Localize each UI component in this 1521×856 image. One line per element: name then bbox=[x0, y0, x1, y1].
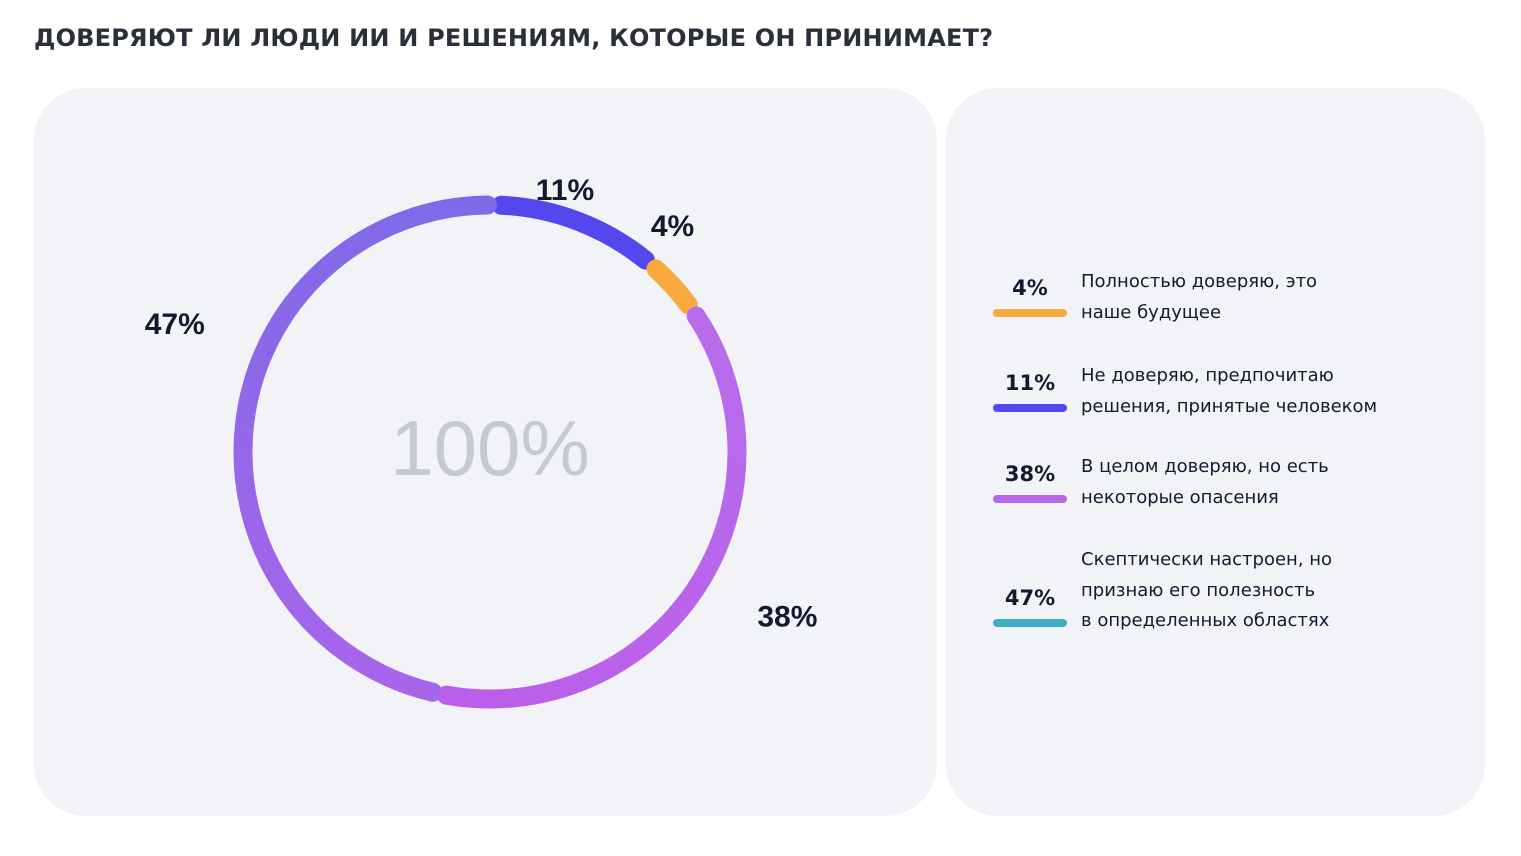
legend-swatch-orange bbox=[993, 309, 1067, 317]
donut-chart: 11% 4% 38% 47% 100% bbox=[145, 174, 818, 709]
legend-pct: 11% bbox=[1004, 371, 1056, 395]
donut-segment-47 bbox=[233, 195, 497, 702]
chart-card: 11% 4% 38% 47% 100% bbox=[34, 88, 937, 816]
legend-item-4: 4% Полностью доверяю, это наше будущее bbox=[993, 268, 1463, 330]
legend-swatch-blue bbox=[993, 404, 1067, 412]
segment-label-47: 47% bbox=[145, 308, 205, 341]
segment-label-38: 38% bbox=[757, 600, 817, 633]
segment-label-4: 4% bbox=[651, 210, 694, 243]
legend-card: 4% Полностью доверяю, это наше будущее 1… bbox=[946, 88, 1485, 816]
ring-segments bbox=[233, 195, 747, 709]
legend-label: Скептически настроен, но признаю его пол… bbox=[1081, 549, 1333, 631]
page-title: ДОВЕРЯЮТ ЛИ ЛЮДИ ИИ И РЕШЕНИЯМ, КОТОРЫЕ … bbox=[34, 24, 994, 52]
ring-labels: 11% 4% 38% 47% bbox=[145, 174, 818, 633]
legend-pct: 4% bbox=[1012, 276, 1048, 300]
center-total-label: 100% bbox=[390, 404, 590, 492]
legend-swatch-teal bbox=[993, 619, 1067, 627]
legend-item-47: 47% Скептически настроен, но признаю его… bbox=[993, 544, 1463, 639]
segment-label-11: 11% bbox=[536, 174, 594, 207]
donut-segment-11 bbox=[491, 195, 655, 270]
legend-item-11: 11% Не доверяю, предпочитаю решения, при… bbox=[993, 363, 1463, 425]
donut-segment-38 bbox=[436, 306, 747, 709]
legend-label: Полностью доверяю, это наше будущее bbox=[1081, 271, 1318, 323]
legend-label: В целом доверяю, но есть некоторые опасе… bbox=[1081, 456, 1329, 508]
legend-item-38: 38% В целом доверяю, но есть некоторые о… bbox=[993, 453, 1463, 515]
donut-segment-4 bbox=[646, 259, 698, 315]
legend-pct: 47% bbox=[1004, 586, 1056, 610]
legend-swatch-violet bbox=[993, 495, 1067, 503]
legend-label: Не доверяю, предпочитаю решения, приняты… bbox=[1081, 365, 1378, 417]
legend-pct: 38% bbox=[1004, 462, 1056, 486]
